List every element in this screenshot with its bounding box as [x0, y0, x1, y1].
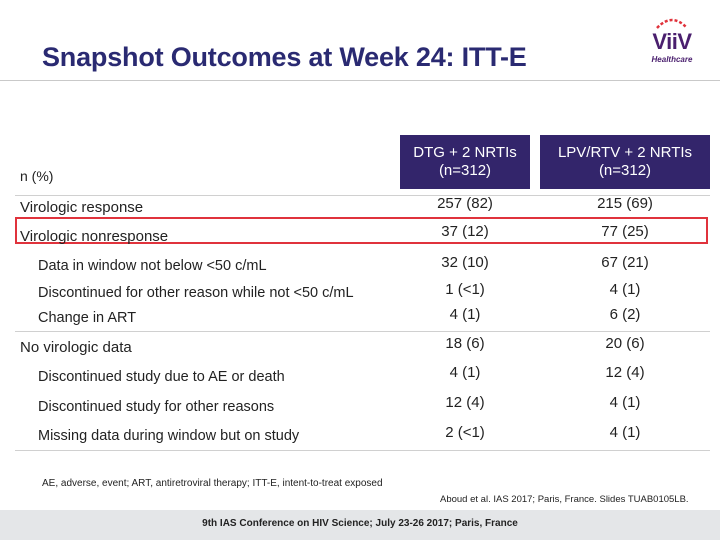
cell-dtg: 4 (1) — [449, 306, 481, 323]
logo-subtitle: Healthcare — [651, 55, 693, 64]
row-label-data-in-window: Data in window not below <50 c/mL — [38, 258, 267, 274]
row-label-virologic-response: Virologic response — [20, 199, 144, 216]
cell-lpv: 77 (25) — [601, 223, 649, 240]
cell-lpv: 67 (21) — [601, 254, 649, 271]
cell-dtg: 18 (6) — [445, 335, 485, 352]
conference-footer: 9th IAS Conference on HIV Science; July … — [202, 518, 518, 529]
column-header-line2: (n=312) — [598, 162, 652, 179]
column-header-lpv: LPV/RTV + 2 NRTIs (n=312) — [540, 135, 710, 189]
column-header-dtg: DTG + 2 NRTIs (n=312) — [400, 135, 530, 189]
row-divider — [15, 450, 710, 451]
column-header-line2: (n=312) — [438, 162, 492, 179]
cell-lpv: 4 (1) — [609, 394, 641, 411]
citation: Aboud et al. IAS 2017; Paris, France. Sl… — [440, 494, 689, 505]
column-header-line1: DTG + 2 NRTIs — [413, 144, 517, 161]
row-divider — [15, 195, 710, 196]
logo-wordmark: ViiV — [652, 29, 692, 54]
row-label-missing-data-on-study: Missing data during window but on study — [38, 428, 300, 444]
cell-dtg: 4 (1) — [449, 364, 481, 381]
cell-lpv: 12 (4) — [605, 364, 645, 381]
cell-dtg: 257 (82) — [437, 195, 493, 212]
cell-lpv: 4 (1) — [609, 281, 641, 298]
cell-lpv: 4 (1) — [609, 424, 641, 441]
row-label-discontinued-other-not-suppressed: Discontinued for other reason while not … — [38, 285, 354, 301]
title-divider — [0, 80, 720, 81]
cell-lpv: 20 (6) — [605, 335, 645, 352]
cell-dtg: 32 (10) — [441, 254, 489, 271]
viiv-logo: ViiV Healthcare — [642, 14, 702, 70]
row-label-no-virologic-data: No virologic data — [20, 339, 132, 356]
footer-bar — [0, 510, 720, 540]
cell-dtg: 37 (12) — [441, 223, 489, 240]
cell-dtg: 12 (4) — [445, 394, 485, 411]
row-label-discontinued-other-reasons: Discontinued study for other reasons — [38, 399, 275, 415]
row-label-change-in-art: Change in ART — [38, 310, 137, 326]
row-divider — [15, 331, 710, 332]
cell-lpv: 6 (2) — [609, 306, 641, 323]
column-header-line1: LPV/RTV + 2 NRTIs — [557, 144, 693, 161]
n-percent-label: n (%) — [20, 168, 54, 184]
abbreviations-footnote: AE, adverse, event; ART, antiretroviral … — [42, 478, 383, 489]
highlight-box-nonresponse — [15, 217, 708, 244]
row-label-virologic-nonresponse: Virologic nonresponse — [20, 228, 169, 245]
cell-dtg: 1 (<1) — [445, 281, 485, 298]
row-label-discontinued-ae-death: Discontinued study due to AE or death — [38, 369, 285, 385]
cell-lpv: 215 (69) — [597, 195, 653, 212]
logo-arc-icon — [656, 18, 688, 29]
cell-dtg: 2 (<1) — [445, 424, 485, 441]
slide-title: Snapshot Outcomes at Week 24: ITT-E — [42, 42, 527, 72]
